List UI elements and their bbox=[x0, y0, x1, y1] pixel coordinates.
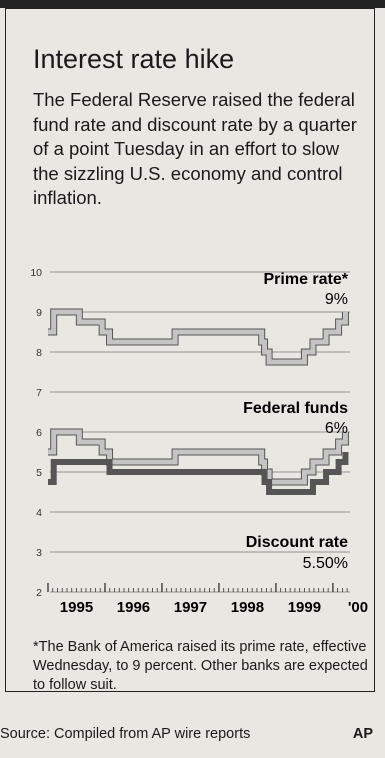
x-tick-label: '00 bbox=[348, 599, 368, 616]
y-tick-label: 2 bbox=[36, 587, 42, 599]
x-tick-label: 1998 bbox=[231, 599, 264, 616]
chart-subtitle: The Federal Reserve raised the federal f… bbox=[33, 89, 357, 208]
y-tick-label: 4 bbox=[36, 507, 42, 519]
credit: AP bbox=[352, 726, 373, 742]
series-line bbox=[48, 429, 348, 485]
y-tick-label: 5 bbox=[36, 467, 42, 479]
header-bar bbox=[0, 0, 385, 8]
series-end-label: 9% bbox=[325, 291, 348, 308]
y-tick-label: 10 bbox=[30, 267, 42, 279]
y-tick-label: 7 bbox=[36, 387, 42, 399]
series-end-label: 5.50% bbox=[303, 555, 348, 572]
series-line bbox=[48, 309, 348, 365]
chart-title: Interest rate hike bbox=[33, 44, 235, 74]
footnote: *The Bank of America raised its prime ra… bbox=[33, 639, 368, 693]
x-tick-label: 1997 bbox=[174, 599, 207, 616]
x-tick-label: 1996 bbox=[117, 599, 150, 616]
series-line bbox=[48, 452, 349, 495]
frame bbox=[5, 8, 375, 692]
x-tick-label: 1999 bbox=[288, 599, 321, 616]
y-tick-label: 6 bbox=[36, 427, 42, 439]
source: Source: Compiled from AP wire reports bbox=[0, 726, 251, 742]
y-tick-label: 9 bbox=[36, 307, 42, 319]
series-label: Discount rate bbox=[246, 534, 348, 551]
series-end-label: 6% bbox=[325, 420, 348, 437]
x-tick-label: 1995 bbox=[60, 599, 93, 616]
series-label: Prime rate* bbox=[264, 271, 349, 288]
y-tick-label: 3 bbox=[36, 547, 42, 559]
series-label: Federal funds bbox=[243, 400, 348, 417]
y-tick-label: 8 bbox=[36, 347, 42, 359]
